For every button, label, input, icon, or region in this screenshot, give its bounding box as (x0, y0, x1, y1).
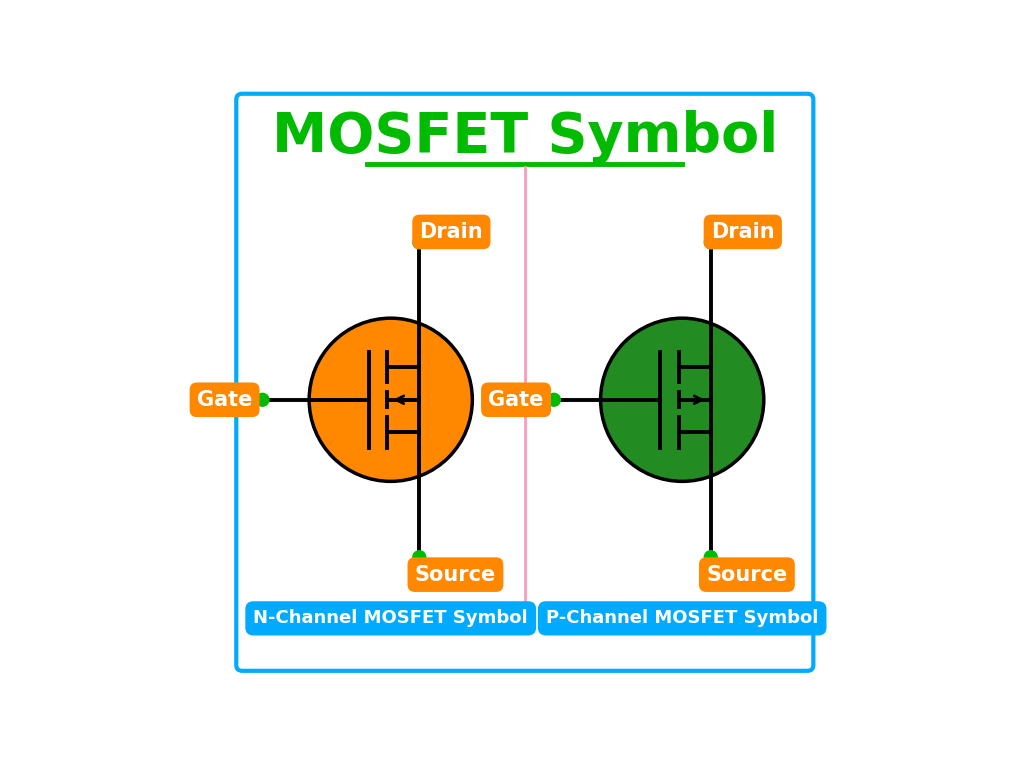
Text: P-Channel MOSFET Symbol: P-Channel MOSFET Symbol (546, 609, 818, 628)
Text: N-Channel MOSFET Symbol: N-Channel MOSFET Symbol (253, 609, 528, 628)
Circle shape (548, 394, 560, 407)
Circle shape (705, 236, 717, 249)
Circle shape (600, 318, 764, 481)
Circle shape (309, 318, 472, 481)
Text: Gate: Gate (488, 390, 544, 410)
Text: Source: Source (415, 565, 496, 584)
Text: Drain: Drain (711, 222, 774, 242)
FancyBboxPatch shape (237, 94, 813, 671)
Text: Drain: Drain (420, 222, 483, 242)
Text: MOSFET Symbol: MOSFET Symbol (271, 111, 778, 164)
Circle shape (413, 236, 426, 249)
Text: Source: Source (707, 565, 787, 584)
Circle shape (705, 551, 717, 563)
Text: Gate: Gate (197, 390, 252, 410)
Circle shape (256, 394, 269, 407)
Circle shape (413, 551, 426, 563)
